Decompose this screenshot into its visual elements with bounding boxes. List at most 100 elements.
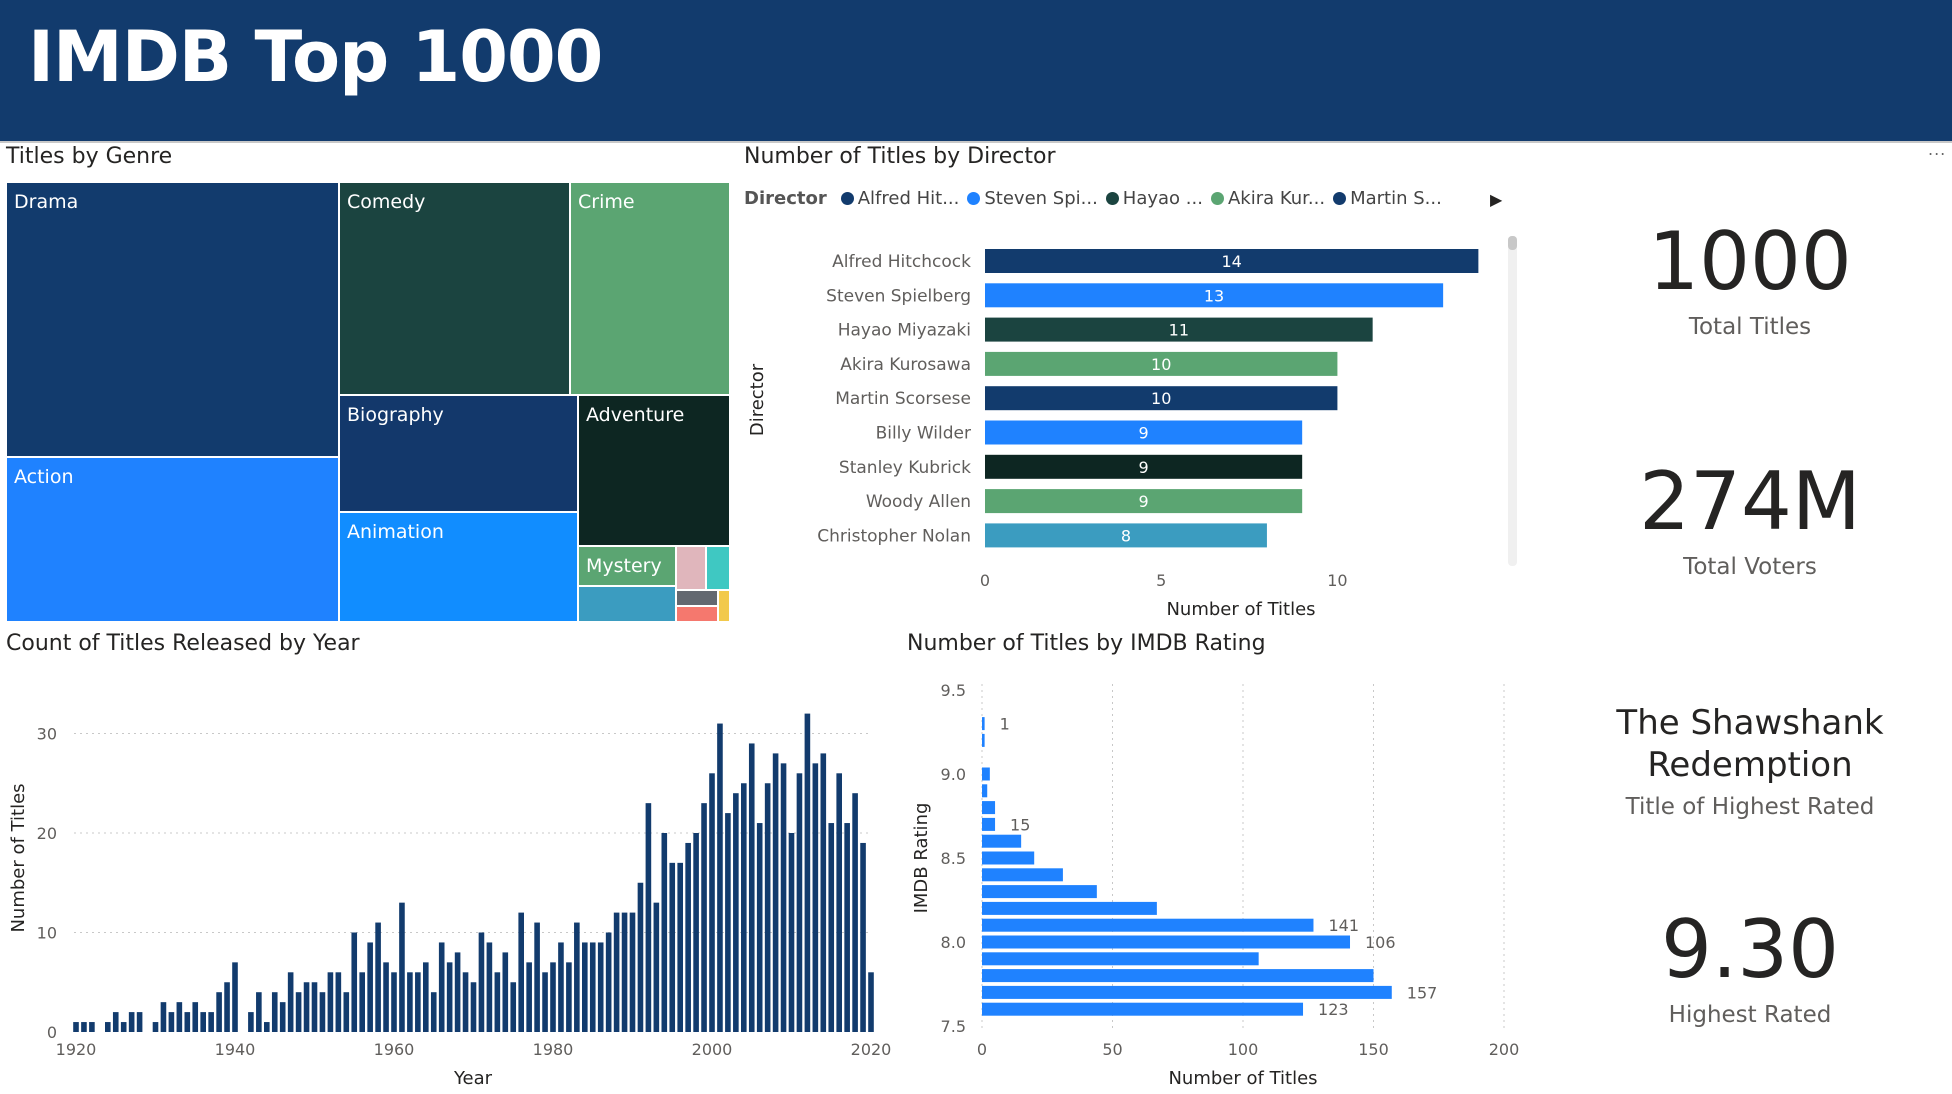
year-column (168, 1012, 175, 1032)
director-bar-label: 14 (1222, 252, 1242, 271)
rating-bar (982, 985, 1392, 999)
rating-bar-label: 123 (1318, 1000, 1349, 1019)
treemap-label: Adventure (586, 404, 685, 426)
director-category-label: Billy Wilder (876, 424, 971, 444)
year-y-axis-title: Number of Titles (8, 783, 29, 932)
year-column (415, 972, 421, 1032)
director-bar-label: 9 (1138, 492, 1148, 511)
rating-bar-label: 106 (1365, 933, 1396, 952)
year-column (105, 1022, 111, 1032)
year-column (112, 1012, 119, 1032)
year-column (669, 862, 676, 1032)
year-column (224, 982, 230, 1032)
treemap-tile-small[interactable] (676, 546, 706, 590)
year-column (836, 773, 842, 1032)
highest-rating-card: 9.30 Highest Rated (1590, 903, 1910, 1029)
year-column (438, 942, 445, 1032)
rating-bar (982, 817, 996, 831)
year-y-tick: 0 (47, 1023, 57, 1042)
treemap-tile-biography[interactable]: Biography (339, 395, 578, 512)
legend-label: Akira Kur... (1227, 188, 1326, 209)
legend-item[interactable]: Steven Spi... (967, 188, 1098, 209)
director-bar (985, 386, 1338, 411)
year-column (860, 842, 866, 1032)
year-column (709, 773, 715, 1032)
director-category-label: Woody Allen (866, 492, 971, 512)
year-column (653, 902, 660, 1032)
year-column (852, 793, 858, 1032)
year-column (184, 1012, 191, 1032)
treemap-tile-drama[interactable]: Drama (6, 182, 339, 457)
director-bar-label: 9 (1138, 424, 1148, 443)
highest-rating-value: 9.30 (1660, 903, 1840, 996)
highest-title-line2: Redemption (1647, 745, 1853, 785)
legend-next-icon[interactable]: ▶ (1490, 190, 1503, 209)
year-column (717, 723, 723, 1032)
treemap-tile-action[interactable]: Action (6, 457, 339, 622)
year-visual-title: Count of Titles Released by Year (6, 631, 360, 656)
highest-rating-label: Highest Rated (1668, 1002, 1832, 1028)
legend-label: Alfred Hit... (857, 188, 960, 209)
report-header: IMDB Top 1000 (0, 0, 1952, 141)
director-bar-chart: 14 Alfred Hitchcock 13 Steven Spielberg 11 Ha… (747, 249, 1479, 620)
treemap-tile-comedy[interactable]: Comedy (339, 182, 570, 395)
treemap-tile-small[interactable] (676, 606, 718, 622)
treemap-tile-small[interactable] (718, 590, 730, 622)
year-column (399, 902, 405, 1032)
year-column (248, 1012, 254, 1032)
page-title: IMDB Top 1000 (28, 16, 603, 98)
more-options-icon[interactable]: ... (1928, 140, 1947, 159)
year-column (271, 992, 278, 1032)
year-y-tick: 30 (37, 725, 57, 744)
scrollbar-thumb[interactable] (1508, 236, 1517, 250)
legend-item[interactable]: Martin S... (1333, 188, 1442, 209)
director-category-label: Hayao Miyazaki (838, 321, 971, 341)
year-column (637, 882, 644, 1032)
rating-bar (982, 801, 996, 815)
rating-bar-label: 1 (1000, 715, 1010, 734)
year-column (478, 932, 485, 1032)
treemap-tile-small[interactable] (706, 546, 730, 590)
year-column (756, 823, 763, 1032)
year-column (589, 942, 596, 1032)
director-bar (985, 283, 1444, 308)
year-x-tick: 2000 (692, 1040, 733, 1059)
rating-bar (982, 1002, 1304, 1016)
rating-y-tick: 7.5 (941, 1017, 966, 1036)
legend-item[interactable]: Alfred Hit... (840, 188, 960, 209)
director-bar-label: 8 (1121, 526, 1131, 545)
treemap-tile-mystery[interactable]: Mystery (578, 546, 676, 586)
rating-bar-label: 141 (1328, 916, 1359, 935)
rating-x-axis-title: Number of Titles (1168, 1068, 1317, 1089)
year-x-tick: 1960 (374, 1040, 415, 1059)
legend-item[interactable]: Akira Kur... (1210, 188, 1326, 209)
rating-bar-chart: 0 50 100 150 200 7.5 8.0 8.5 9.0 9.5 1 15 141 106 157 1… (911, 681, 1519, 1089)
director-category-label: Martin Scorsese (835, 389, 971, 409)
year-column (868, 972, 874, 1032)
treemap-tile-adventure[interactable]: Adventure (578, 395, 730, 546)
year-column (677, 862, 683, 1032)
treemap-tile-small[interactable] (676, 590, 718, 606)
legend-item[interactable]: Hayao ... (1105, 188, 1203, 209)
year-column (287, 972, 294, 1032)
director-bar (985, 523, 1267, 548)
year-column (534, 922, 540, 1032)
treemap-label: Mystery (586, 555, 662, 577)
treemap-tile-crime[interactable]: Crime (570, 182, 730, 395)
director-chart-scrollbar[interactable] (1508, 236, 1517, 566)
director-category-label: Akira Kurosawa (840, 355, 971, 375)
year-column (319, 992, 326, 1032)
year-column (518, 912, 524, 1032)
director-bar-label: 11 (1169, 321, 1189, 340)
treemap-tile-animation[interactable]: Animation (339, 512, 578, 622)
rating-bar (982, 901, 1157, 915)
year-column (621, 912, 628, 1032)
treemap-tile-small[interactable] (578, 586, 676, 622)
year-column (430, 992, 437, 1032)
year-column (335, 972, 342, 1032)
total-titles-card: 1000 Total Titles (1590, 222, 1910, 341)
rating-y-tick: 9.0 (941, 765, 966, 784)
year-column (685, 842, 691, 1032)
year-column (454, 952, 461, 1032)
year-column (494, 972, 501, 1032)
